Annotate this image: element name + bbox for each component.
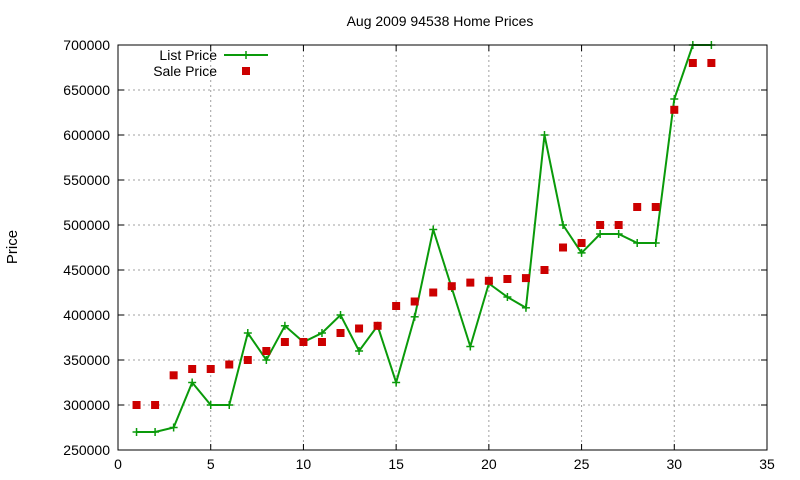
sale-price-point	[651, 203, 660, 211]
sale-price-point	[429, 288, 438, 297]
list-price-point	[132, 428, 141, 436]
list-price-point	[188, 378, 197, 387]
sale-price-point	[373, 321, 382, 330]
y-tick-label: 450000	[63, 262, 110, 278]
sale-price-point	[262, 347, 271, 355]
sale-price-point	[336, 329, 345, 337]
sale-price-point	[484, 276, 493, 285]
y-tick-label: 650000	[63, 82, 110, 98]
legend-marker-sale-price	[242, 67, 250, 75]
list-price-point	[355, 347, 364, 355]
list-price-point	[596, 230, 605, 238]
legend-swatches	[224, 51, 268, 75]
sale-price-point	[280, 338, 289, 346]
legend-label-sale-price: Sale Price	[153, 63, 217, 79]
list-price-point	[651, 239, 660, 247]
sale-price-point	[707, 59, 716, 67]
sale-price-point	[688, 59, 697, 67]
ticks: 0 5 10 15 20 25 30 35 250000 300000 350000 400000 45…	[63, 37, 775, 472]
sale-price-point	[633, 203, 642, 211]
sale-price-point	[540, 266, 549, 274]
list-price-point	[225, 401, 234, 409]
plot-frame	[117, 44, 768, 451]
y-tick-label: 550000	[63, 172, 110, 188]
sale-price-point	[503, 275, 512, 283]
y-tick-label: 250000	[63, 442, 110, 458]
chart-title: Aug 2009 94538 Home Prices	[347, 13, 534, 29]
list-price-point	[633, 239, 642, 247]
list-price-point	[280, 321, 289, 330]
y-tick-label: 600000	[63, 127, 110, 143]
x-tick-label: 0	[114, 456, 122, 472]
sale-price-point	[466, 278, 475, 287]
list-price-point	[317, 329, 326, 337]
legend-marker-list-price	[242, 51, 250, 59]
x-tick-label: 15	[388, 456, 404, 472]
y-tick-label: 300000	[63, 397, 110, 413]
sale-price-point	[577, 239, 586, 247]
list-price-point	[466, 342, 475, 351]
sale-price-point	[299, 338, 308, 346]
x-tick-label: 35	[759, 456, 775, 472]
sale-price-point	[614, 221, 623, 229]
y-tick-label: 700000	[63, 37, 110, 53]
sale-price-point	[559, 243, 568, 252]
list-price-point	[577, 248, 586, 257]
list-price-point	[503, 293, 512, 301]
list-price-point	[392, 378, 401, 387]
sale-price-point	[410, 297, 419, 306]
list-price-point	[614, 230, 623, 238]
list-price-point	[429, 225, 438, 234]
list-price-point	[559, 221, 568, 229]
sale-price-point	[169, 371, 178, 380]
sale-price-point	[132, 401, 141, 409]
x-tick-label: 30	[666, 456, 682, 472]
list-price-point	[540, 131, 549, 139]
sale-price-point	[392, 302, 401, 310]
sale-price-point	[225, 360, 234, 369]
x-tick-label: 10	[296, 456, 312, 472]
sale-price-point	[596, 221, 605, 229]
series-markers	[132, 41, 716, 436]
list-price-point	[670, 95, 679, 103]
x-tick-label: 20	[481, 456, 497, 472]
list-price-point	[243, 329, 252, 337]
sale-price-point	[317, 338, 326, 346]
sale-price-point	[521, 274, 530, 283]
list-price-point	[410, 312, 419, 321]
list-price-point	[262, 356, 271, 364]
sale-price-point	[243, 356, 252, 364]
sale-price-point	[188, 365, 197, 373]
sale-price-point	[355, 324, 364, 333]
list-price-point	[206, 401, 215, 409]
sale-price-point	[447, 282, 456, 291]
list-price-point	[151, 428, 160, 436]
y-tick-label: 400000	[63, 307, 110, 323]
legend-label-list-price: List Price	[159, 47, 217, 63]
legend: List Price Sale Price	[153, 47, 268, 79]
x-tick-label: 5	[207, 456, 215, 472]
x-tick-label: 25	[574, 456, 590, 472]
sale-price-point	[670, 105, 679, 114]
sale-price-point	[206, 365, 215, 373]
list-price-point	[336, 311, 345, 319]
y-tick-label: 500000	[63, 217, 110, 233]
y-axis-label: Price	[4, 230, 21, 264]
sale-price-point	[151, 401, 160, 409]
y-tick-label: 350000	[63, 352, 110, 368]
list-price-point	[169, 423, 178, 432]
list-price-point	[521, 303, 530, 312]
